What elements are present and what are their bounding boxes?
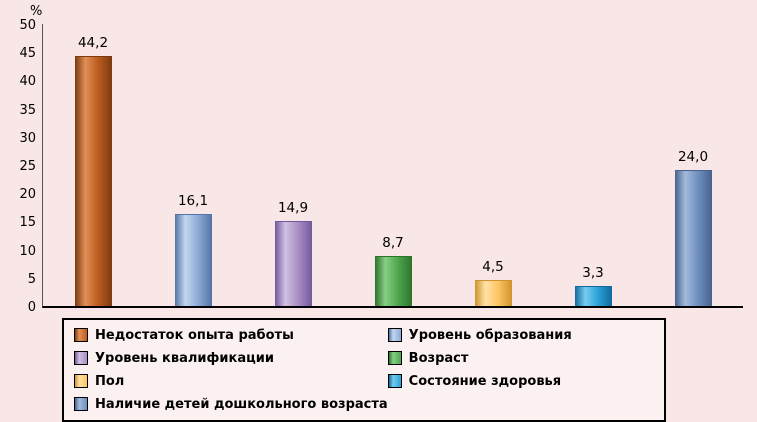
bar-value-label: 14,9	[277, 199, 309, 216]
bar-6	[674, 169, 712, 306]
bar-value-label: 8,7	[382, 234, 404, 251]
legend-item: Уровень квалификации	[74, 348, 388, 368]
bar-group: 16,1	[163, 24, 223, 306]
bar-group: 44,2	[63, 24, 123, 306]
legend-item: Состояние здоровья	[387, 371, 654, 391]
bar-value-label: 44,2	[77, 34, 109, 51]
y-tick-label: 50	[19, 18, 36, 33]
bar-group: 4,5	[463, 24, 523, 306]
bar-group: 24,0	[663, 24, 723, 306]
y-tick-label: 5	[27, 271, 36, 287]
legend-item: Уровень образования	[387, 325, 654, 345]
legend-item-label: Уровень квалификации	[95, 350, 274, 366]
bar-2	[274, 220, 312, 306]
legend-item-label: Наличие детей дошкольного возраста	[95, 396, 388, 412]
y-tick-label: 45	[19, 46, 36, 62]
legend-color-swatch	[387, 351, 402, 365]
legend-item-label: Недостаток опыта работы	[95, 327, 294, 343]
bar-group: 14,9	[263, 24, 323, 306]
y-axis: 0 5 10 15 20 25 30 35 40 45 50	[8, 19, 42, 315]
legend-item-label: Возраст	[408, 350, 469, 366]
y-tick-label: 40	[19, 74, 36, 90]
legend-item: Возраст	[387, 348, 654, 368]
y-tick-label: 0	[27, 300, 36, 315]
bar-5	[574, 286, 612, 306]
y-tick-label: 20	[19, 187, 36, 203]
bar-value-label: 4,5	[482, 258, 504, 275]
bar-group: 8,7	[363, 24, 423, 306]
legend-item: Наличие детей дошкольного возраста	[74, 394, 388, 414]
y-tick-label: 30	[19, 130, 36, 146]
legend-item: Недостаток опыта работы	[74, 325, 388, 345]
legend-color-swatch	[74, 351, 88, 365]
bar-1	[174, 214, 212, 306]
legend-item-label: Пол	[95, 373, 125, 389]
legend-item: Пол	[74, 371, 388, 391]
legend-item-label: Уровень образования	[408, 327, 572, 343]
y-tick-label: 35	[19, 102, 36, 118]
y-tick-label: 15	[19, 215, 36, 231]
bar-4	[474, 279, 512, 306]
y-axis-unit-label: %	[30, 4, 43, 19]
plot-area: 44,2 16,1 14,9 8,7 4,5 3,3 24,0	[42, 24, 743, 308]
legend-item-label: Состояние здоровья	[408, 373, 562, 389]
bar-value-label: 24,0	[677, 148, 709, 165]
legend-color-swatch	[74, 397, 88, 411]
bar-group: 3,3	[563, 24, 623, 306]
legend-color-swatch	[74, 374, 88, 388]
legend-color-swatch	[387, 328, 402, 342]
y-tick-label: 10	[19, 243, 36, 259]
y-tick-label: 25	[19, 159, 36, 174]
legend-color-swatch	[74, 328, 88, 342]
bar-value-label: 3,3	[582, 265, 604, 282]
legend-color-swatch	[387, 374, 402, 388]
bar-3	[374, 255, 412, 306]
plot-wrapper: 0 5 10 15 20 25 30 35 40 45 50 44,2 16,1 14,9 8,7 4,5 3…	[8, 19, 743, 315]
chart-legend: Недостаток опыта работы Уровень образован…	[62, 318, 666, 422]
bar-0	[74, 55, 112, 306]
bar-value-label: 16,1	[177, 193, 209, 210]
